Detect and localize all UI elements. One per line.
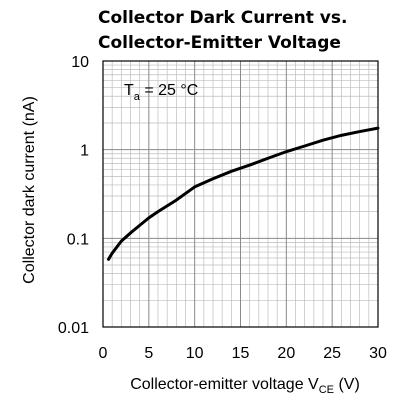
x-tick-label: 5 — [144, 345, 153, 362]
y-tick-label: 1 — [80, 143, 89, 160]
series-line — [107, 126, 380, 261]
y-axis-label: Collector dark current (nA) — [21, 96, 38, 284]
x-axis-label-subscript: CE — [319, 384, 334, 396]
x-tick-label: 15 — [232, 345, 250, 362]
tick-labels: 0 5 10 15 20 25 30 0.01 0.1 1 10 — [58, 54, 387, 362]
x-tick-label: 25 — [323, 345, 341, 362]
y-tick-label: 0.01 — [58, 320, 89, 337]
chart-title-line-1: Collector Dark Current vs. — [98, 8, 347, 28]
major-grid — [102, 60, 379, 328]
x-axis-label-unit: (V) — [334, 376, 360, 393]
x-tick-label: 10 — [186, 345, 204, 362]
x-axis-label-main: Collector-emitter voltage V — [130, 376, 319, 393]
temperature-annotation: Ta = 25 °C — [124, 82, 198, 103]
y-tick-label: 0.1 — [67, 231, 89, 248]
x-tick-label: 20 — [277, 345, 295, 362]
plot-frame — [102, 60, 379, 328]
x-tick-label: 0 — [99, 345, 108, 362]
annotation-subscript: a — [134, 91, 141, 103]
chart-title-line-2: Collector-Emitter Voltage — [98, 33, 341, 53]
annotation-symbol: T — [124, 82, 134, 99]
annotation-value: = 25 °C — [140, 82, 198, 99]
x-tick-label: 30 — [369, 345, 387, 362]
x-axis-label: Collector-emitter voltage VCE (V) — [130, 376, 360, 396]
y-tick-label: 10 — [71, 54, 89, 71]
series-layer — [107, 126, 380, 261]
